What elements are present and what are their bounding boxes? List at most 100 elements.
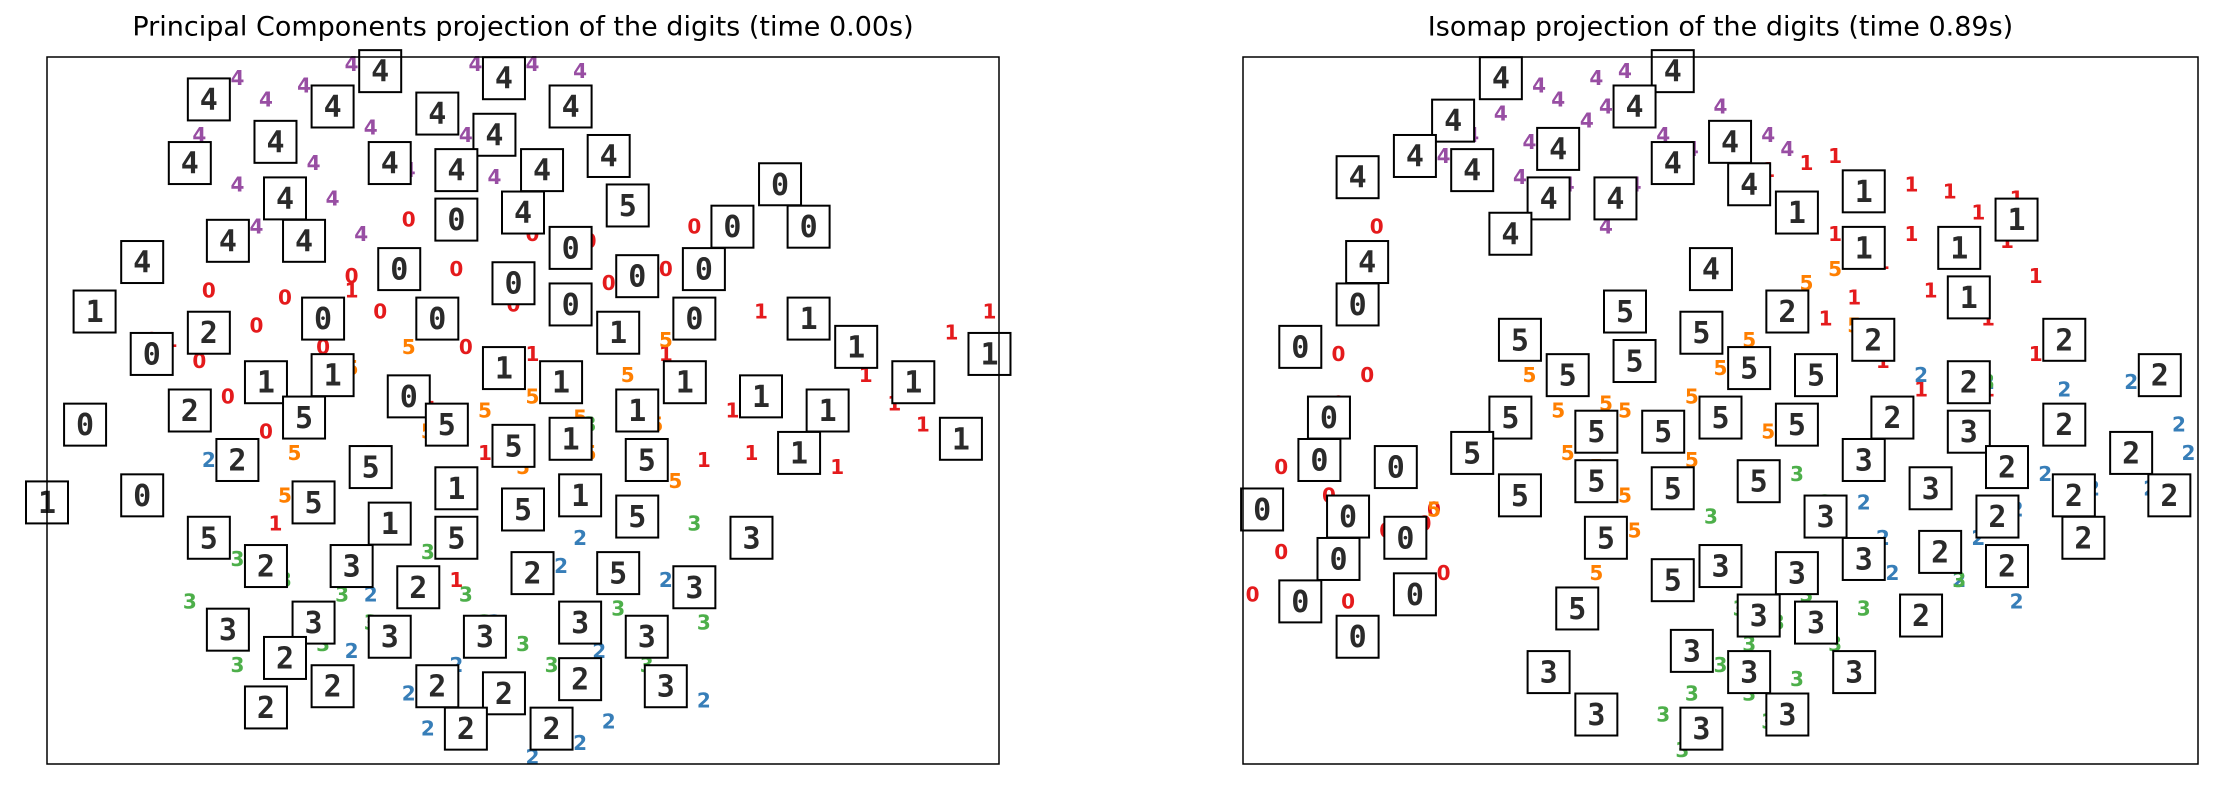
thumbnail-box xyxy=(1669,628,1714,673)
digit-point: 3 xyxy=(1685,681,1699,705)
digit-point: 2 xyxy=(364,582,378,606)
thumbnail-digit: 3 xyxy=(1845,656,1863,691)
thumbnail-box xyxy=(301,296,346,341)
thumbnail-box xyxy=(681,247,726,292)
thumbnail-box xyxy=(1650,466,1695,511)
digit-point: 3 xyxy=(459,582,473,606)
thumbnail-digit: 2 xyxy=(2160,479,2178,514)
digit-thumbnail: 3 xyxy=(1841,536,1886,581)
digit-point: 4 xyxy=(1437,144,1451,168)
digit-point: 0 xyxy=(249,314,263,338)
thumbnail-digit: 5 xyxy=(1463,436,1481,471)
thumbnail-digit: 5 xyxy=(1654,415,1672,450)
digit-thumbnail: 1 xyxy=(967,331,1012,376)
thumbnail-digit: 5 xyxy=(438,408,456,443)
digit-thumbnail: 3 xyxy=(1727,650,1772,695)
thumbnail-digit: 2 xyxy=(1931,535,1949,570)
digit-point: 1 xyxy=(983,300,997,324)
thumbnail-digit: 4 xyxy=(1721,125,1739,160)
thumbnail-box xyxy=(243,360,288,405)
digit-point: 3 xyxy=(1857,596,1871,620)
thumbnail-box xyxy=(1574,409,1619,454)
digit-thumbnail: 5 xyxy=(1497,317,1542,362)
digit-point: 3 xyxy=(545,653,559,677)
thumbnail-digit: 0 xyxy=(400,380,418,415)
digit-thumbnail: 5 xyxy=(186,515,231,560)
thumbnail-digit: 4 xyxy=(133,246,151,281)
chart-title: Isomap projection of the digits (time 0.… xyxy=(1428,12,2013,43)
thumbnail-box xyxy=(662,360,707,405)
thumbnail-digit: 1 xyxy=(800,302,818,337)
thumbnail-box xyxy=(1698,544,1743,589)
digit-thumbnail: 4 xyxy=(1612,84,1657,129)
digit-thumbnail: 4 xyxy=(1593,176,1638,221)
thumbnail-digit: 4 xyxy=(1406,139,1424,174)
digit-thumbnail: 4 xyxy=(205,218,250,263)
digit-thumbnail: 0 xyxy=(1373,445,1418,490)
thumbnail-box xyxy=(596,310,641,355)
thumbnail-digit: 4 xyxy=(1549,132,1567,167)
thumbnail-digit: 3 xyxy=(685,571,703,606)
digit-thumbnail: 2 xyxy=(1851,317,1896,362)
thumbnail-box xyxy=(548,84,593,129)
thumbnail-box xyxy=(1841,169,1886,214)
digit-thumbnail: 4 xyxy=(1727,162,1772,207)
digit-thumbnail: 5 xyxy=(605,183,650,228)
digit-thumbnail: 0 xyxy=(710,204,755,249)
digit-point: 2 xyxy=(697,688,711,712)
digit-thumbnail: 4 xyxy=(1392,133,1437,178)
thumbnail-box xyxy=(1727,162,1772,207)
digit-thumbnail: 5 xyxy=(1497,473,1542,518)
thumbnail-box xyxy=(739,374,783,419)
digit-thumbnail: 3 xyxy=(1803,494,1848,539)
thumbnail-digit: 1 xyxy=(676,366,694,401)
thumbnail-digit: 0 xyxy=(390,253,408,288)
thumbnail-digit: 5 xyxy=(1587,465,1605,500)
thumbnail-digit: 4 xyxy=(1664,147,1682,182)
digit-point: 1 xyxy=(944,321,958,345)
digit-point: 2 xyxy=(345,639,359,663)
thumbnail-digit: 1 xyxy=(1788,196,1806,231)
digit-point: 1 xyxy=(1943,179,1957,203)
digit-thumbnail: 1 xyxy=(1937,225,1982,270)
digit-thumbnail: 1 xyxy=(834,324,879,369)
thumbnail-digit: 2 xyxy=(543,712,561,747)
digit-thumbnail: 5 xyxy=(1736,459,1781,504)
thumbnail-digit: 1 xyxy=(257,366,275,401)
digit-point: 2 xyxy=(2057,377,2071,401)
thumbnail-box xyxy=(481,671,526,716)
digit-point: 4 xyxy=(573,59,587,83)
thumbnail-digit: 5 xyxy=(1568,592,1586,627)
thumbnail-digit: 3 xyxy=(1778,698,1796,733)
thumbnail-box xyxy=(1574,459,1619,504)
digit-point: 4 xyxy=(230,172,244,196)
thumbnail-digit: 0 xyxy=(685,302,703,337)
thumbnail-box xyxy=(2061,515,2106,560)
digit-thumbnail: 4 xyxy=(120,240,165,285)
digit-thumbnail: 1 xyxy=(739,374,783,419)
digit-thumbnail: 1 xyxy=(891,360,936,405)
thumbnail-box xyxy=(596,551,641,596)
thumbnail-box xyxy=(1583,515,1628,560)
digit-thumbnail: 3 xyxy=(1669,628,1714,673)
thumbnail-box xyxy=(434,466,479,511)
thumbnail-box xyxy=(1841,536,1886,581)
digit-thumbnail: 4 xyxy=(263,176,307,221)
thumbnail-digit: 1 xyxy=(1950,231,1968,266)
digit-point: 2 xyxy=(592,639,606,663)
thumbnail-box xyxy=(1536,126,1581,171)
digit-point: 1 xyxy=(1971,201,1985,225)
digit-point: 1 xyxy=(1828,222,1842,246)
digit-thumbnail: 2 xyxy=(2061,515,2106,560)
digit-thumbnail: 2 xyxy=(481,671,526,716)
digit-thumbnail: 0 xyxy=(63,402,108,447)
digit-point: 4 xyxy=(1714,94,1728,118)
thumbnail-digit: 4 xyxy=(1349,161,1367,196)
thumbnail-digit: 5 xyxy=(1616,295,1634,330)
digit-thumbnail: 1 xyxy=(1841,169,1886,214)
thumbnail-digit: 0 xyxy=(562,288,580,323)
thumbnail-digit: 5 xyxy=(1597,521,1615,556)
thumbnail-box xyxy=(529,706,574,751)
thumbnail-digit: 4 xyxy=(1540,182,1558,217)
